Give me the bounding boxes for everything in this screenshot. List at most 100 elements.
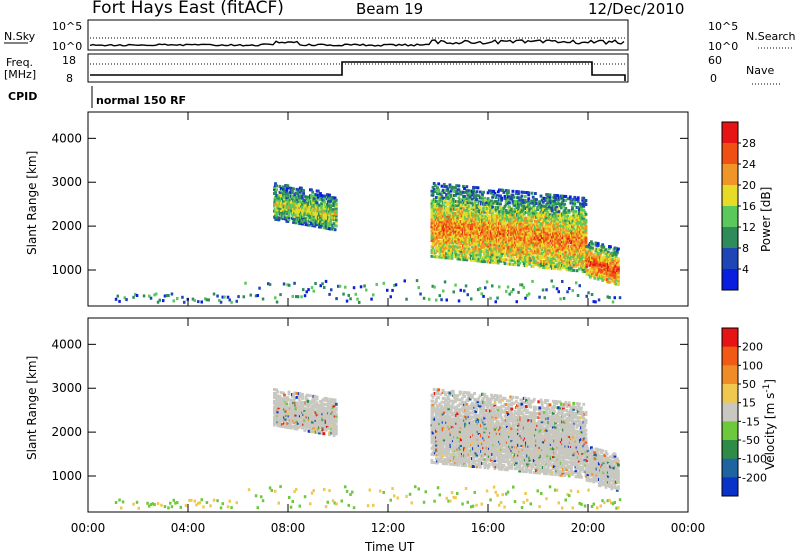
data-cell (613, 280, 617, 284)
data-cell (433, 243, 437, 247)
data-cell (594, 253, 598, 257)
freq-label-2: [MHz] (4, 68, 36, 81)
data-cell (478, 247, 482, 251)
data-cell (283, 189, 286, 193)
data-cell (330, 213, 334, 217)
colorbar-tick-label: 24 (742, 158, 756, 171)
data-cell (481, 194, 484, 198)
data-cell (495, 208, 499, 211)
ground-scatter-cell (183, 300, 186, 304)
data-cell (532, 197, 536, 201)
data-cell (435, 239, 438, 243)
noise-right-tick-bottom: 10^0 (708, 40, 738, 53)
data-cell (275, 416, 279, 419)
data-cell (496, 196, 500, 200)
data-cell (334, 220, 338, 224)
data-cell (540, 222, 544, 226)
data-cell (553, 219, 556, 223)
data-cell (430, 254, 434, 258)
data-cell (528, 244, 532, 248)
data-cell (318, 213, 321, 217)
ground-scatter-cell (207, 298, 210, 302)
data-cell (276, 412, 280, 416)
data-cell (275, 214, 279, 217)
data-cell (575, 227, 579, 231)
data-cell (576, 225, 580, 229)
data-cell (556, 267, 560, 271)
data-cell (510, 197, 514, 201)
data-cell (477, 259, 481, 263)
ground-scatter-cell (337, 284, 340, 288)
data-cell (311, 190, 315, 194)
data-cell (523, 198, 527, 202)
data-cell (507, 228, 510, 232)
data-cell (475, 194, 479, 198)
data-cell (614, 246, 618, 250)
data-cell (304, 395, 308, 399)
data-cell (475, 206, 479, 209)
data-cell (563, 212, 567, 216)
data-cell (306, 399, 310, 403)
data-cell (567, 248, 571, 252)
data-cell (602, 245, 606, 249)
ground-scatter-cell (223, 295, 226, 299)
ground-scatter-cell (417, 286, 420, 290)
data-cell (294, 211, 298, 215)
data-cell (278, 192, 282, 196)
data-cell (459, 204, 463, 208)
data-cell (321, 220, 325, 224)
data-cell (539, 224, 543, 228)
data-cell (328, 223, 331, 227)
data-cell (459, 249, 463, 253)
data-cell (561, 200, 564, 204)
data-cell (523, 246, 527, 250)
data-cell (331, 225, 335, 229)
data-cell (322, 226, 326, 230)
data-cell (286, 192, 290, 196)
data-cell (474, 186, 478, 190)
data-cell (522, 200, 526, 204)
y-tick-label: 2000 (51, 219, 82, 233)
data-cell (484, 214, 488, 218)
data-cell (520, 210, 524, 214)
data-cell (502, 238, 506, 242)
data-cell (478, 224, 482, 228)
data-cell (525, 260, 528, 264)
data-cell (475, 190, 479, 194)
data-cell (614, 252, 618, 256)
data-cell (437, 210, 441, 214)
data-cell (503, 210, 507, 214)
data-cell (287, 200, 291, 204)
data-cell (562, 218, 565, 222)
ground-scatter-cell (559, 297, 562, 301)
data-cell (492, 193, 496, 197)
data-cell (608, 247, 611, 251)
data-cell (502, 258, 506, 261)
data-cell (440, 190, 444, 194)
data-cell (529, 231, 533, 235)
data-cell (568, 195, 572, 199)
data-cell (463, 258, 466, 262)
data-cell (328, 203, 331, 207)
data-cell (474, 192, 478, 195)
data-cell (536, 253, 540, 257)
data-cell (585, 245, 589, 248)
data-cell (613, 276, 617, 280)
data-cell (304, 219, 308, 223)
data-cell (284, 191, 288, 195)
data-cell (283, 197, 286, 201)
data-cell (297, 398, 301, 402)
data-cell (509, 240, 513, 244)
data-cell (490, 248, 493, 252)
data-cell (516, 210, 519, 213)
ground-scatter-cell (310, 286, 314, 290)
data-cell (451, 211, 455, 215)
data-cell (571, 215, 574, 219)
colorbar-swatch (722, 185, 738, 207)
data-cell (277, 406, 281, 410)
data-cell (508, 201, 511, 205)
ground-scatter-cell (459, 288, 462, 292)
ground-scatter-cell (132, 295, 135, 299)
data-cell (496, 190, 500, 194)
